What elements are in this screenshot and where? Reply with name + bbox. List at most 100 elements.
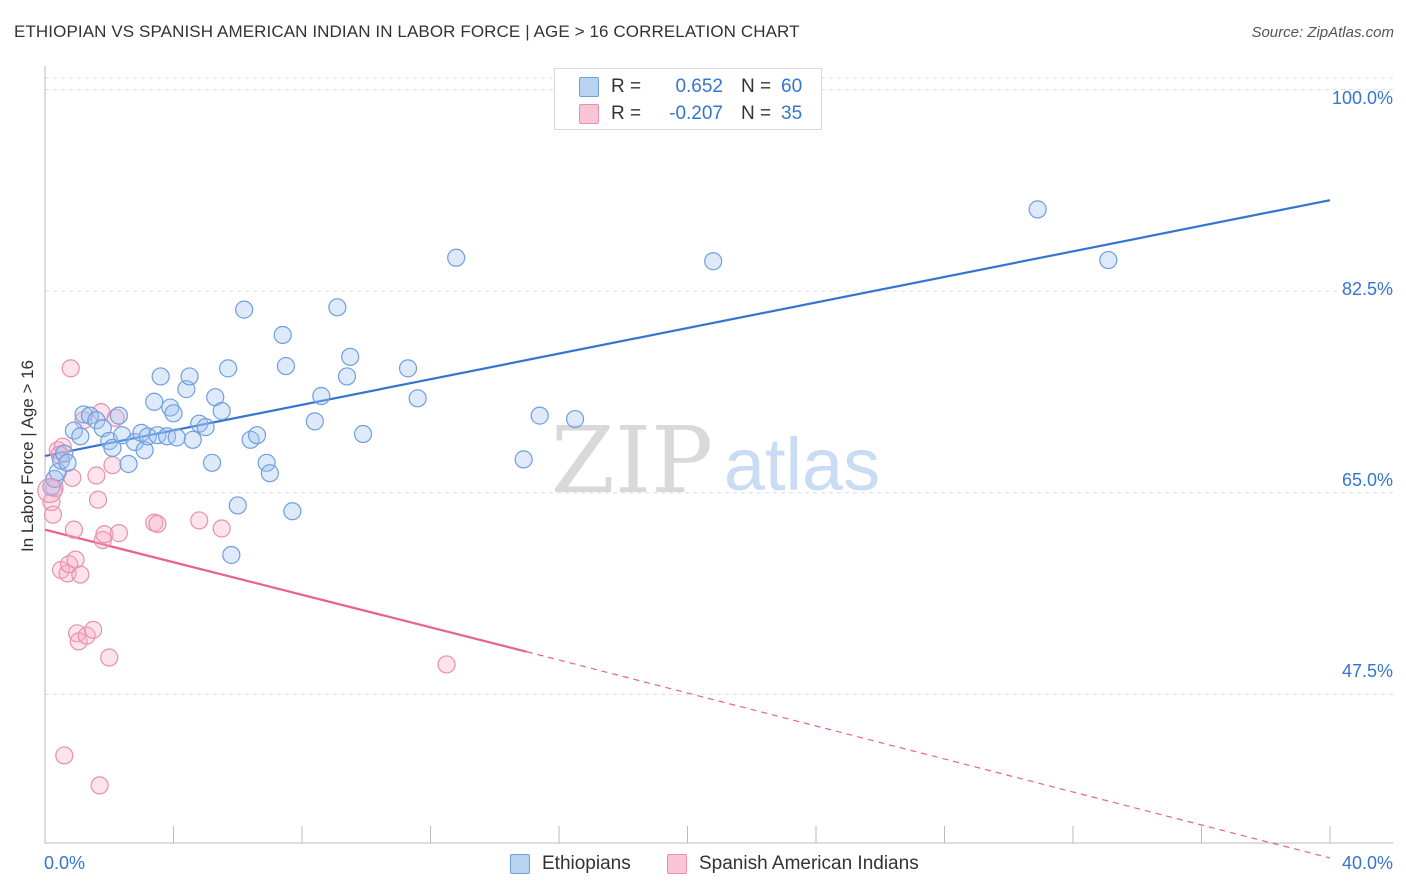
ethiopian-point bbox=[447, 248, 466, 267]
y-tick-label-65: 65.0% bbox=[1341, 470, 1393, 490]
ethiopian-point bbox=[119, 454, 138, 474]
spanish-american-indian-point bbox=[90, 776, 109, 795]
spanish-american-indian-point bbox=[106, 408, 125, 428]
axes-layer bbox=[44, 66, 1393, 844]
ethiopian-point bbox=[183, 430, 202, 449]
ethiopian-point bbox=[328, 298, 347, 317]
spanish-american-indian-point bbox=[71, 565, 90, 584]
ethiopian-point bbox=[222, 545, 241, 565]
ethiopian-point bbox=[408, 389, 427, 408]
trend-line-spanish-american-indians-extension bbox=[526, 651, 1331, 859]
legend-n-value: 60 bbox=[781, 76, 803, 97]
bottom-legend-ethiopians: Ethiopians bbox=[510, 851, 631, 877]
ethiopian-point bbox=[337, 367, 357, 386]
ethiopian-point bbox=[145, 392, 164, 411]
y-tick-label-100: 100.0% bbox=[1331, 88, 1393, 108]
ethiopian-point bbox=[196, 418, 215, 437]
spanish-american-indian-point bbox=[64, 520, 84, 539]
ethiopian-point bbox=[161, 398, 180, 417]
spanish-american-indian-point bbox=[95, 525, 114, 544]
ethiopian-point bbox=[228, 496, 247, 515]
legend-n-label: N = bbox=[741, 103, 772, 124]
ethiopian-point bbox=[283, 502, 302, 521]
spanish-american-indian-point bbox=[100, 648, 119, 667]
watermark-zip: ZIP bbox=[551, 407, 713, 514]
ethiopian-point bbox=[219, 359, 238, 378]
x-tick-label-min: 0.0% bbox=[44, 853, 86, 873]
bottom-legend-label-ethiopians: Ethiopians bbox=[542, 853, 631, 874]
ethiopian-point bbox=[1099, 250, 1118, 270]
ethiopian-point bbox=[398, 359, 418, 378]
ethiopian-point bbox=[247, 426, 267, 445]
bottom-legend-spanish-american-indians: Spanish American Indians bbox=[667, 851, 919, 877]
ethiopian-point bbox=[257, 453, 276, 472]
ethiopian-point bbox=[260, 464, 279, 483]
legend-row-ethiopians: R = 0.652 N = 60 bbox=[579, 75, 802, 99]
ethiopian-point bbox=[273, 325, 292, 345]
ethiopian-point bbox=[151, 367, 170, 386]
bottom-legend-swatch-blue bbox=[510, 854, 530, 874]
x-tick-label-max: 40.0% bbox=[1341, 853, 1393, 873]
ethiopian-point bbox=[276, 356, 296, 376]
ethiopian-point bbox=[305, 412, 324, 431]
ethiopian-point bbox=[164, 404, 183, 423]
spanish-american-indian-point bbox=[109, 524, 128, 543]
ethiopian-point bbox=[109, 406, 128, 425]
ethiopian-point bbox=[103, 438, 122, 457]
legend-n-value: 35 bbox=[781, 103, 803, 124]
trend-line-spanish-american-indians bbox=[44, 528, 528, 653]
spanish-american-indian-point bbox=[61, 359, 80, 378]
spanish-american-indian-point bbox=[190, 511, 209, 530]
ethiopian-point bbox=[353, 424, 373, 444]
legend-row-spanish-american-indians: R = -0.207 N = 35 bbox=[579, 102, 802, 126]
spanish-american-indian-point bbox=[55, 746, 74, 765]
watermark-atlas: atlas bbox=[724, 423, 880, 506]
ethiopian-point bbox=[80, 406, 100, 425]
source-label: Source: ZipAtlas.com bbox=[1251, 24, 1394, 41]
spanish-american-indian-point bbox=[103, 456, 122, 475]
ethiopian-point bbox=[180, 367, 199, 386]
ethiopian-point bbox=[148, 426, 167, 445]
points-layer bbox=[37, 200, 1118, 795]
grid-layer bbox=[45, 77, 1393, 695]
spanish-american-indian-point bbox=[212, 519, 231, 538]
spanish-american-indian-point bbox=[58, 564, 77, 583]
legend-r-label: R = bbox=[611, 103, 642, 124]
y-tick-label-82-5: 82.5% bbox=[1341, 279, 1393, 299]
y-tick-label-47-5: 47.5% bbox=[1341, 661, 1393, 681]
ethiopian-point bbox=[138, 427, 157, 446]
spanish-american-indian-point bbox=[59, 555, 79, 574]
ethiopian-point bbox=[135, 441, 154, 460]
bottom-legend-swatch-pink bbox=[667, 854, 687, 874]
spanish-american-indian-point bbox=[88, 490, 108, 509]
legend-r-value: 0.652 bbox=[675, 76, 723, 97]
ethiopian-point bbox=[704, 252, 723, 271]
ethiopian-point bbox=[167, 428, 186, 447]
ethiopian-point bbox=[514, 450, 533, 469]
bottom-legend-label-spanish-american-indians: Spanish American Indians bbox=[699, 853, 919, 874]
legend-swatch-pink bbox=[579, 104, 599, 124]
watermark: ZIP atlas bbox=[551, 407, 880, 514]
ethiopian-point bbox=[530, 406, 549, 425]
ethiopian-point bbox=[235, 300, 254, 319]
chart-title: ETHIOPIAN VS SPANISH AMERICAN INDIAN IN … bbox=[14, 22, 800, 41]
ethiopian-point bbox=[312, 386, 331, 406]
spanish-american-indian-point bbox=[437, 655, 456, 674]
spanish-american-indian-point bbox=[43, 505, 63, 524]
ethiopian-point bbox=[157, 427, 177, 446]
spanish-american-indian-point bbox=[84, 620, 103, 639]
trend-layer bbox=[44, 199, 1331, 859]
ethiopian-point bbox=[202, 453, 222, 472]
legend-swatch-blue bbox=[579, 77, 599, 97]
spanish-american-indian-point bbox=[148, 514, 167, 533]
correlation-legend: R = 0.652 N = 60 R = -0.207 N = 35 bbox=[554, 68, 822, 130]
ethiopian-point bbox=[565, 409, 585, 429]
legend-r-value: -0.207 bbox=[669, 103, 723, 124]
ethiopian-point bbox=[241, 430, 260, 449]
ethiopian-point bbox=[341, 347, 360, 366]
legend-r-label: R = bbox=[611, 76, 642, 97]
trend-line-ethiopians bbox=[44, 199, 1331, 458]
spanish-american-indian-cluster-point bbox=[37, 477, 63, 504]
